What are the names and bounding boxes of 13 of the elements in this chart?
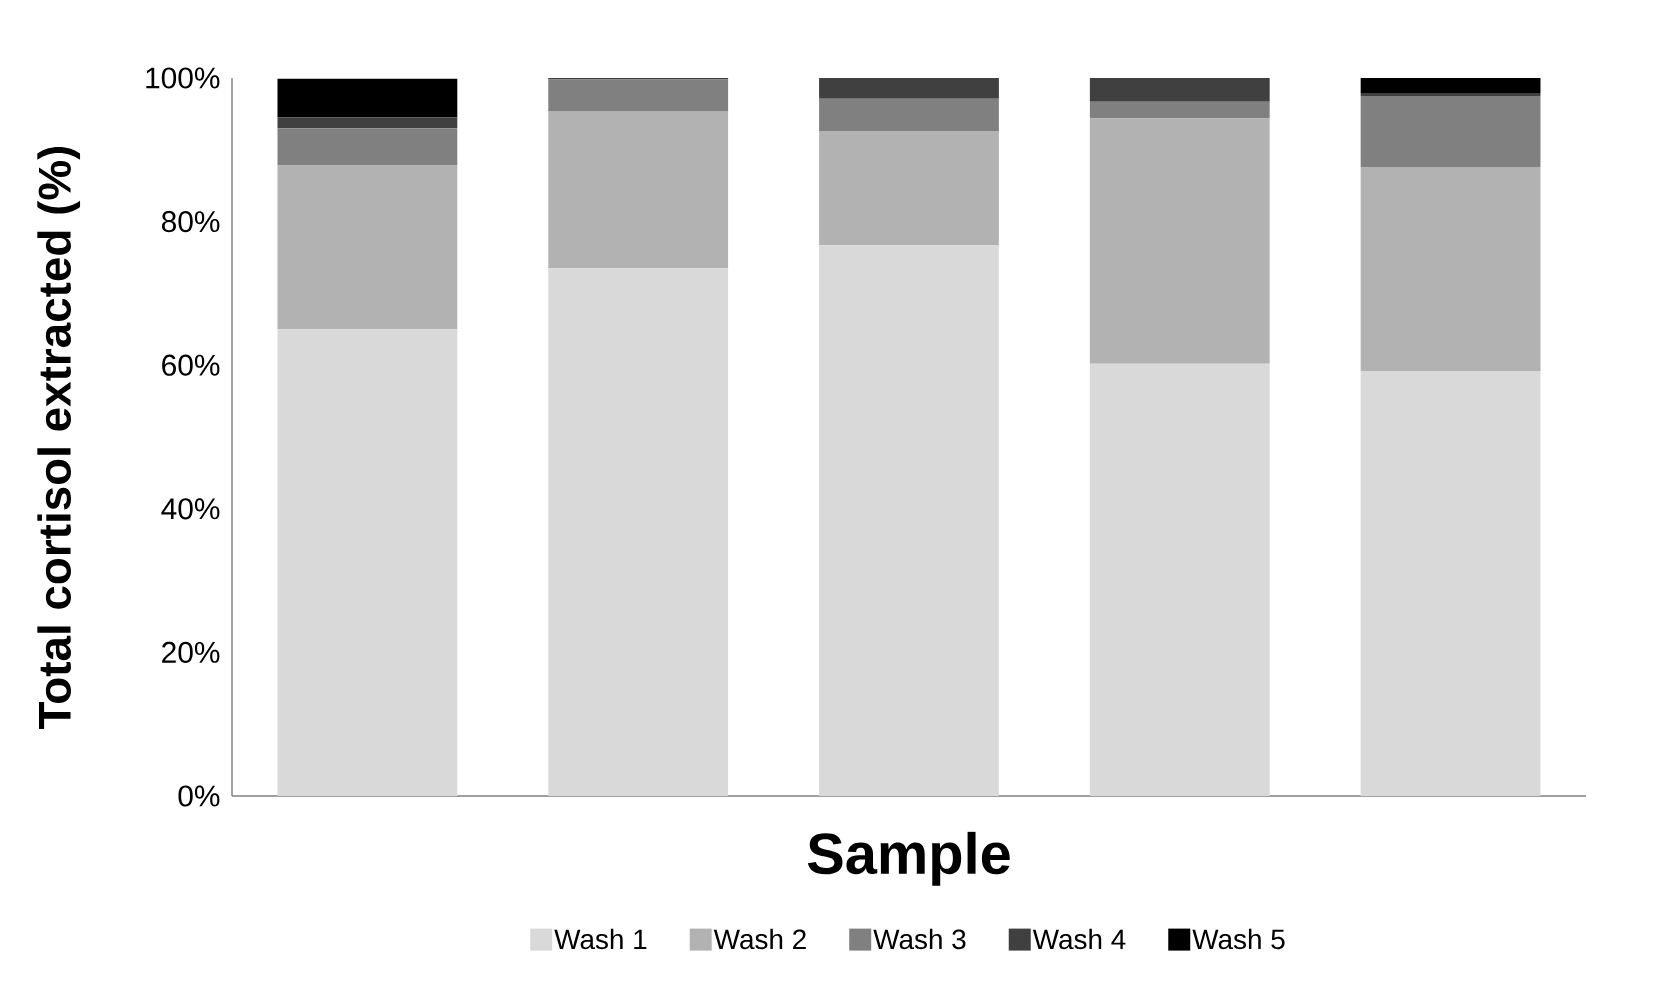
y-tick-label: 60% [162,354,220,376]
y-tick-label: 100% [146,67,220,89]
legend-label: Wash 4 [1032,928,1126,950]
y-tick-label: 80% [161,211,220,233]
y-axis-title: Total cortisol extracted (%) [37,146,81,729]
legend-label: Wash 1 [554,928,647,950]
legend-label: Wash 2 [713,928,806,950]
legend-label: Wash 3 [873,928,966,950]
y-tick-label: 20% [162,641,220,663]
y-tick-label: 40% [161,498,220,520]
x-axis-title: Sample [807,831,1010,886]
legend-label: Wash 5 [1192,928,1285,950]
y-tick-label: 0% [178,785,220,807]
